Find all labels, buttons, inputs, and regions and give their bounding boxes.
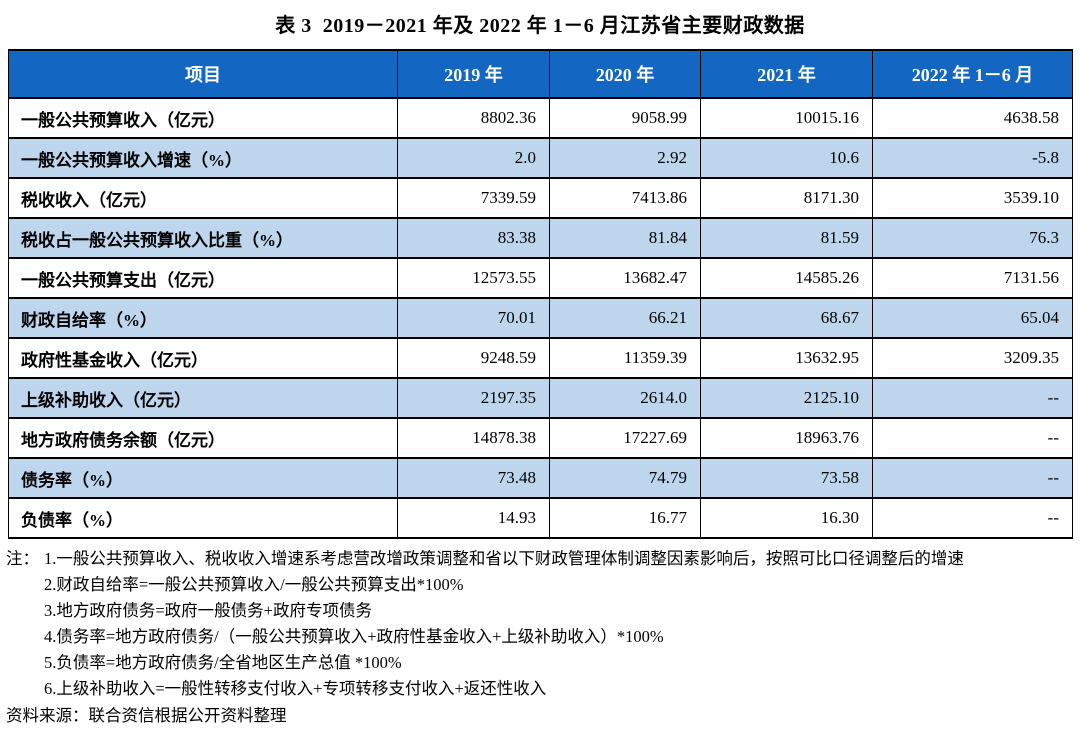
cell-value: -- (872, 377, 1073, 419)
notes-prefix: 注： (6, 549, 39, 568)
cell-value: 73.48 (397, 457, 550, 499)
cell-value: 3539.10 (872, 177, 1073, 219)
cell-value: 4638.58 (872, 97, 1073, 139)
table-row: 政府性基金收入（亿元） 9248.59 11359.39 13632.95 32… (8, 337, 1073, 379)
header-row: 项目 2019 年 2020 年 2021 年 2022 年 1－6 月 (8, 49, 1073, 99)
cell-value: 14585.26 (700, 257, 873, 299)
cell-value: 2197.35 (397, 377, 550, 419)
cell-value: 11359.39 (549, 337, 701, 379)
cell-value: -- (872, 417, 1073, 459)
cell-value: 73.58 (700, 457, 873, 499)
cell-value: 2125.10 (700, 377, 873, 419)
table-row: 税收占一般公共预算收入比重（%） 83.38 81.84 81.59 76.3 (8, 217, 1073, 259)
note-item: 4.债务率=地方政府债务/（一般公共预算收入+政府性基金收入+上级补助收入）*1… (44, 627, 664, 646)
note-item: 3.地方政府债务=政府一般债务+政府专项债务 (44, 601, 372, 620)
header-year-2021: 2021 年 (700, 49, 873, 99)
cell-value: 13682.47 (549, 257, 701, 299)
table-row: 财政自给率（%） 70.01 66.21 68.67 65.04 (8, 297, 1073, 339)
cell-value: 10015.16 (700, 97, 873, 139)
cell-value: 12573.55 (397, 257, 550, 299)
cell-value: 10.6 (700, 137, 873, 179)
table-row: 上级补助收入（亿元） 2197.35 2614.0 2125.10 -- (8, 377, 1073, 419)
table-row: 负债率（%） 14.93 16.77 16.30 -- (8, 497, 1073, 539)
row-label: 负债率（%） (8, 497, 398, 539)
cell-value: -5.8 (872, 137, 1073, 179)
note-item: 2.财政自给率=一般公共预算收入/一般公共预算支出*100% (44, 575, 464, 594)
note-item: 1.一般公共预算收入、税收收入增速系考虑营改增政策调整和省以下财政管理体制调整因… (44, 549, 964, 568)
cell-value: 8802.36 (397, 97, 550, 139)
table-title: 表 3 2019－2021 年及 2022 年 1－6 月江苏省主要财政数据 (275, 15, 805, 37)
cell-value: 81.59 (700, 217, 873, 259)
cell-value: 14878.38 (397, 417, 550, 459)
cell-value: 83.38 (397, 217, 550, 259)
fiscal-data-table: 项目 2019 年 2020 年 2021 年 2022 年 1－6 月 一般公… (8, 49, 1073, 539)
row-label: 地方政府债务余额（亿元） (8, 417, 398, 459)
notes-list: 1.一般公共预算收入、税收收入增速系考虑营改增政策调整和省以下财政管理体制调整因… (6, 546, 1070, 702)
cell-value: 7131.56 (872, 257, 1073, 299)
cell-value: 3209.35 (872, 337, 1073, 379)
row-label: 一般公共预算收入（亿元） (8, 97, 398, 139)
cell-value: 65.04 (872, 297, 1073, 339)
data-source: 资料来源：联合资信根据公开资料整理 (6, 706, 287, 725)
footnotes: 注： 1.一般公共预算收入、税收收入增速系考虑营改增政策调整和省以下财政管理体制… (6, 546, 1070, 702)
cell-value: 2614.0 (549, 377, 701, 419)
cell-value: 70.01 (397, 297, 550, 339)
cell-value: 81.84 (549, 217, 701, 259)
row-label: 一般公共预算收入增速（%） (8, 137, 398, 179)
cell-value: 7339.59 (397, 177, 550, 219)
note-item: 5.负债率=地方政府债务/全省地区生产总值 *100% (44, 653, 402, 672)
table-row: 一般公共预算收入增速（%） 2.0 2.92 10.6 -5.8 (8, 137, 1073, 179)
cell-value: 14.93 (397, 497, 550, 539)
row-label: 上级补助收入（亿元） (8, 377, 398, 419)
row-label: 政府性基金收入（亿元） (8, 337, 398, 379)
row-label: 债务率（%） (8, 457, 398, 499)
cell-value: 9248.59 (397, 337, 550, 379)
row-label: 一般公共预算支出（亿元） (8, 257, 398, 299)
table-row: 税收收入（亿元） 7339.59 7413.86 8171.30 3539.10 (8, 177, 1073, 219)
table-row: 一般公共预算支出（亿元） 12573.55 13682.47 14585.26 … (8, 257, 1073, 299)
cell-value: 2.92 (549, 137, 701, 179)
cell-value: 8171.30 (700, 177, 873, 219)
row-label: 财政自给率（%） (8, 297, 398, 339)
cell-value: 16.30 (700, 497, 873, 539)
header-year-2020: 2020 年 (549, 49, 701, 99)
header-item-column: 项目 (8, 49, 398, 99)
table-row: 一般公共预算收入（亿元） 8802.36 9058.99 10015.16 46… (8, 97, 1073, 139)
cell-value: 16.77 (549, 497, 701, 539)
note-item: 6.上级补助收入=一般性转移支付收入+专项转移支付收入+返还性收入 (44, 679, 547, 698)
table-row: 债务率（%） 73.48 74.79 73.58 -- (8, 457, 1073, 499)
cell-value: 2.0 (397, 137, 550, 179)
cell-value: 68.67 (700, 297, 873, 339)
header-2022-jan-jun: 2022 年 1－6 月 (872, 49, 1073, 99)
header-year-2019: 2019 年 (397, 49, 550, 99)
cell-value: -- (872, 497, 1073, 539)
cell-value: 17227.69 (549, 417, 701, 459)
cell-value: 76.3 (872, 217, 1073, 259)
cell-value: 13632.95 (700, 337, 873, 379)
table-row: 地方政府债务余额（亿元） 14878.38 17227.69 18963.76 … (8, 417, 1073, 459)
cell-value: 7413.86 (549, 177, 701, 219)
row-label: 税收占一般公共预算收入比重（%） (8, 217, 398, 259)
cell-value: 9058.99 (549, 97, 701, 139)
row-label: 税收收入（亿元） (8, 177, 398, 219)
cell-value: -- (872, 457, 1073, 499)
cell-value: 74.79 (549, 457, 701, 499)
cell-value: 18963.76 (700, 417, 873, 459)
cell-value: 66.21 (549, 297, 701, 339)
